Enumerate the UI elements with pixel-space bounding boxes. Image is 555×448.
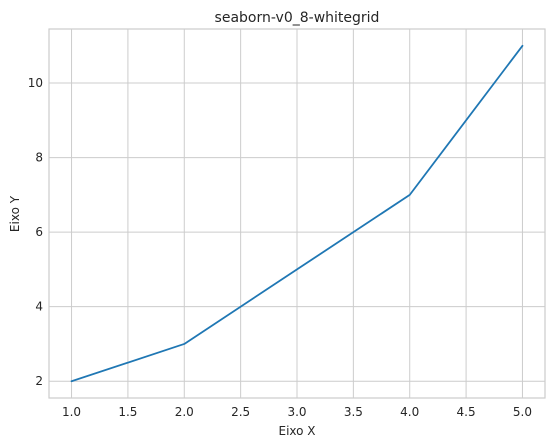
chart-title: seaborn-v0_8-whitegrid	[215, 10, 380, 26]
x-tick-label: 2.0	[175, 405, 194, 419]
gridlines	[49, 29, 545, 398]
series-line	[70, 44, 524, 383]
x-tick-label: 5.0	[513, 405, 532, 419]
y-tick-label: 6	[35, 225, 43, 239]
y-tick-label: 2	[35, 374, 43, 388]
plot-area-frame	[48, 28, 546, 399]
x-tick-label: 3.0	[287, 405, 306, 419]
x-tick-label: 1.5	[118, 405, 137, 419]
y-tick-labels: 2 4 6 8 10	[28, 76, 43, 388]
y-tick-label: 4	[35, 300, 43, 314]
y-tick-label: 8	[35, 151, 43, 165]
x-tick-label: 2.5	[231, 405, 250, 419]
y-tick-label: 10	[28, 76, 43, 90]
x-tick-label: 4.0	[400, 405, 419, 419]
x-tick-label: 1.0	[62, 405, 81, 419]
x-tick-label: 4.5	[457, 405, 476, 419]
x-axis-title: Eixo X	[278, 424, 315, 438]
y-axis-title: Eixo Y	[8, 195, 22, 232]
x-tick-label: 3.5	[344, 405, 363, 419]
x-tick-labels: 1.0 1.5 2.0 2.5 3.0 3.5 4.0 4.5 5.0	[62, 405, 532, 419]
